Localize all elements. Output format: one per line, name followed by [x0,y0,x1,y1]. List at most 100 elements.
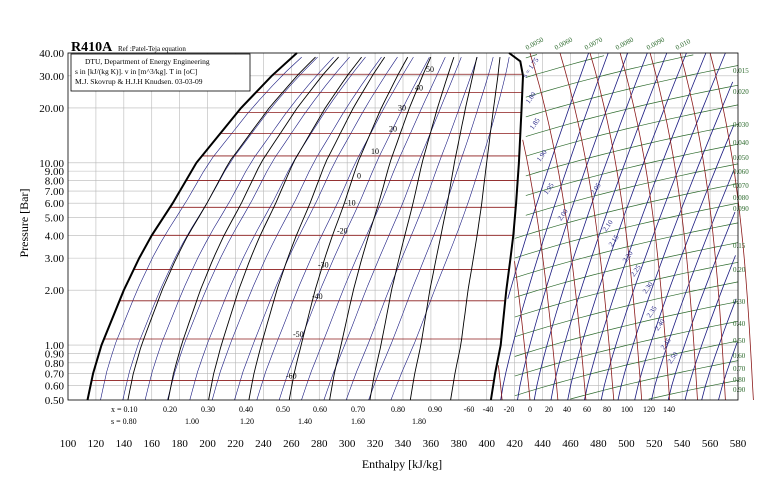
volume-label-top: 0.0080 [614,35,635,51]
temperature-label: 50 [426,65,434,74]
isentrope-line [507,52,589,299]
volume-label: 0.70 [733,365,746,373]
info-line-3: M.J. Skovrup & H.J.H Knudsen. 03-03-09 [75,77,203,86]
saturated-vapor-line [489,52,525,401]
isotherm-line [559,52,615,401]
isochore-lines [514,54,739,400]
isochore-line [525,55,605,78]
entropy-label-vapor: 2.40 [653,317,667,332]
info-line-2: s in [kJ/(kg K)]. v in [m^3/kg]. T in [o… [75,67,197,76]
entropy-label-vapor: 2.05 [589,181,603,196]
volume-label-top: 0.0090 [645,35,666,51]
isochore-line [525,84,739,137]
axes: 100 120 140 160 180 200 220 240 260 280 300 320 340 3… [39,48,747,450]
x-tick-label: 120 [88,438,105,450]
volume-label: 0.015 [733,67,749,75]
x-tick-label: 320 [367,438,384,450]
volume-label: 0.40 [733,320,746,328]
isentrope-line [617,81,734,401]
x-tick-label: 260 [283,438,300,450]
isochore-line [514,222,739,279]
isentrope-line [533,52,648,401]
isochore-line [525,104,739,157]
quality-label: 0.20 [163,405,177,414]
quality-line [329,56,432,401]
entropy-label-bottom: 1.80 [412,417,426,426]
isotherm-line [589,52,643,401]
isentrope-line [718,342,738,401]
quality-line [167,56,339,401]
x-tick-label: 400 [479,438,496,450]
x-tick-label: 520 [646,438,663,450]
isentrope-line [517,52,629,401]
x-axis-label: Enthalpy [kJ/kg] [362,457,442,471]
plot-frame [67,52,739,401]
info-line-1: DTU, Department of Energy Engineering [85,57,210,66]
temperature-label: -50 [293,330,304,339]
y-tick-label: 0.90 [45,348,65,360]
isentrope-line [500,52,609,401]
quality-line [450,57,501,401]
x-tick-label: 540 [674,438,691,450]
x-tick-label: 200 [199,438,216,450]
x-tick-label: 180 [171,438,188,450]
y-tick-label: 6.00 [45,198,65,210]
x-tick-label: 420 [506,438,523,450]
x-tick-label: 380 [451,438,468,450]
y-tick-label: 7.00 [45,186,65,198]
isentrope-line [390,57,510,401]
x-tick-label: 580 [730,438,747,450]
isentrope-lines [100,52,738,401]
entropy-label-bottom: 1.40 [298,417,312,426]
chart-title: R410A [71,40,113,55]
x-tick-label: 340 [395,438,412,450]
isochore-line [514,320,739,377]
isentrope-line [189,56,366,401]
x-tick-label: 220 [227,438,244,450]
volume-label-top: 0.0050 [524,35,545,51]
entropy-label-vapor: 1.90 [535,148,549,163]
isotherm-line [498,365,503,401]
quality-line [208,56,362,401]
volume-label: 0.020 [733,88,749,96]
x-tick-label: 100 [60,438,77,450]
isochore-line [525,65,739,118]
temperature-label-bottom: 140 [663,405,675,414]
isochore-line [525,54,538,59]
volume-label: 0.050 [733,154,749,162]
isentrope-line [701,298,737,401]
entropy-label-vapor: 2.20 [621,249,635,264]
x-tick-label: 140 [116,438,133,450]
entropy-label-bottom: 1.60 [351,417,365,426]
x-tick-label: 240 [255,438,272,450]
temperature-label-bottom: -20 [504,405,515,414]
x-tick-label: 460 [562,438,579,450]
quality-label: 0.70 [351,405,365,414]
y-axis-label: Pressure [Bar] [17,189,31,258]
isentrope-line [122,56,318,401]
volume-label: 0.80 [733,376,746,384]
isochore-line [525,163,739,216]
entropy-label-vapor: 2.35 [645,304,659,319]
isentrope-line [256,56,414,401]
isentrope-line [634,125,735,401]
volume-label: 0.060 [733,168,749,176]
temperature-label-bottom: 120 [643,405,655,414]
x-tick-label: 480 [590,438,607,450]
isentrope-line [368,57,494,401]
isochore-line [525,54,694,98]
volume-label-top: 0.0070 [583,35,604,51]
quality-line [369,56,455,401]
isentrope-line [167,56,350,401]
isochore-line [525,124,739,177]
temperature-label: 40 [415,83,423,92]
y-tick-label: 0.50 [45,395,65,407]
isotherm-line [619,52,670,401]
isotherm-line [679,52,726,401]
isentrope-line [234,56,398,401]
temperature-label-bottom: -40 [483,405,494,414]
temperature-label: -60 [286,371,297,380]
isotherm-line [529,52,587,401]
temperature-label-bottom: 0 [528,405,532,414]
